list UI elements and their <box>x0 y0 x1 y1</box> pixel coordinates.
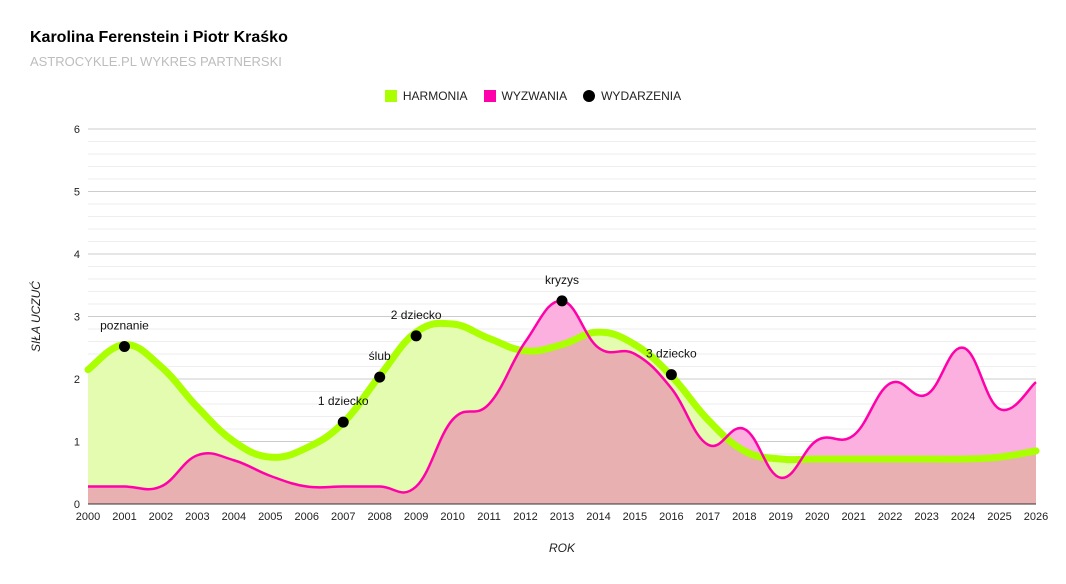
chart-legend: HARMONIA WYZWANIA WYDARZENIA <box>0 89 1066 103</box>
x-tick-label: 2010 <box>440 511 464 523</box>
harmonia-line[interactable] <box>84 319 1040 464</box>
legend-label-harmonia: HARMONIA <box>402 89 468 103</box>
event-marker <box>374 371 386 383</box>
x-tick-label: 2026 <box>1024 511 1048 523</box>
x-tick-label: 2004 <box>222 511 246 523</box>
axis-layer: 2000 2001 2002 2003 2004 2005 2006 2007 2008 2009… <box>74 124 1048 523</box>
x-tick-label: 2016 <box>659 511 683 523</box>
event-marker <box>556 295 568 307</box>
x-tick-label: 2008 <box>367 511 391 523</box>
event-layer: poznanie 1 dziecko ślub 2 dziecko kryzys 3 dz… <box>100 273 697 428</box>
wyzwania-line[interactable] <box>88 299 1037 494</box>
x-tick-label: 2000 <box>76 511 100 523</box>
event-label: 1 dziecko <box>318 394 369 408</box>
x-tick-label: 2009 <box>404 511 428 523</box>
chart-subtitle: ASTROCYKLE.PL WYKRES PARTNERSKI <box>30 54 282 69</box>
x-tick-label: 2019 <box>769 511 793 523</box>
x-tick-label: 2022 <box>878 511 902 523</box>
legend-item-harmonia[interactable]: HARMONIA <box>384 89 468 103</box>
event-label: 3 dziecko <box>646 347 697 361</box>
y-tick-label: 3 <box>74 312 80 324</box>
x-tick-label: 2002 <box>149 511 173 523</box>
y-tick-label: 0 <box>74 499 80 511</box>
x-axis-title: ROK <box>549 541 576 555</box>
x-tick-label: 2024 <box>951 511 975 523</box>
x-tick-label: 2003 <box>185 511 209 523</box>
event-label: kryzys <box>545 273 579 287</box>
chart-title: Karolina Ferenstein i Piotr Kraśko <box>30 29 288 46</box>
event-label: poznanie <box>100 319 149 333</box>
x-tick-label: 2006 <box>295 511 319 523</box>
x-tick-label: 2011 <box>477 511 501 523</box>
x-tick-label: 2021 <box>841 511 865 523</box>
legend-label-wyzwania: WYZWANIA <box>501 89 568 103</box>
event-label: 2 dziecko <box>391 308 442 322</box>
x-tick-label: 2018 <box>732 511 756 523</box>
event-marker <box>410 330 422 342</box>
legend-item-wydarzenia[interactable]: WYDARZENIA <box>583 89 681 103</box>
event-marker <box>118 341 130 352</box>
event-marker <box>337 416 349 428</box>
legend-swatch-wydarzenia <box>583 90 596 102</box>
x-tick-label: 2005 <box>258 511 282 523</box>
overlap-area <box>88 323 1036 504</box>
x-tick-label: 2007 <box>331 511 355 523</box>
y-tick-label: 6 <box>74 124 80 136</box>
x-tick-label: 2025 <box>987 511 1011 523</box>
legend-label-wydarzenia: WYDARZENIA <box>601 89 682 103</box>
x-tick-label: 2013 <box>550 511 574 523</box>
legend-swatch-wyzwania <box>483 90 496 102</box>
x-tick-label: 2017 <box>696 511 720 523</box>
y-tick-label: 5 <box>74 187 80 199</box>
x-tick-label: 2014 <box>586 511 610 523</box>
x-tick-label: 2023 <box>914 511 938 523</box>
event-marker <box>665 369 677 381</box>
y-axis-title: SIŁA UCZUĆ <box>28 281 43 352</box>
x-tick-label: 2012 <box>513 511 537 523</box>
y-tick-label: 2 <box>74 374 80 386</box>
legend-swatch-harmonia <box>384 90 397 102</box>
x-tick-label: 2020 <box>805 511 829 523</box>
x-tick-label: 2001 <box>112 511 136 523</box>
y-tick-label: 4 <box>74 249 80 261</box>
event-label: ślub <box>369 349 391 363</box>
legend-item-wyzwania[interactable]: WYZWANIA <box>483 89 568 103</box>
y-tick-label: 1 <box>74 437 80 449</box>
x-tick-label: 2015 <box>623 511 647 523</box>
